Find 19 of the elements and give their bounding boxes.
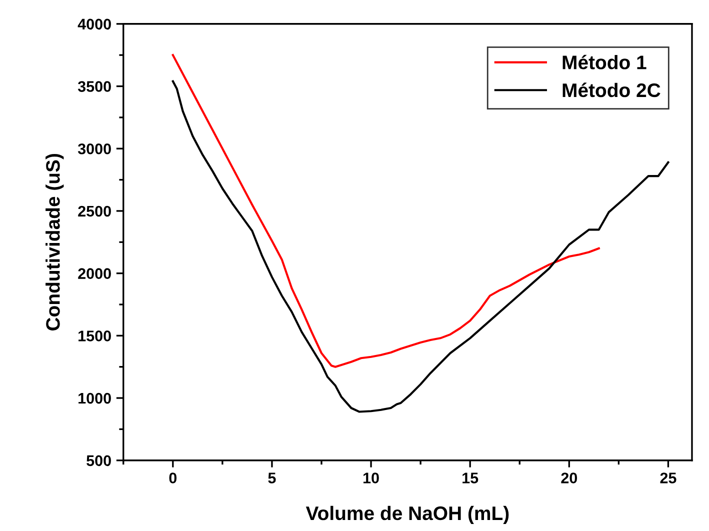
x-tick-label: 10 <box>363 472 379 484</box>
x-tick-label: 0 <box>169 472 177 484</box>
y-axis-title: Condutividade (uS) <box>46 154 64 330</box>
x-tick-label: 20 <box>561 472 578 484</box>
y-tick-label: 1500 <box>78 330 111 342</box>
x-axis-title: Volume de NaOH (mL) <box>306 506 509 524</box>
y-tick-label: 4000 <box>78 18 111 30</box>
x-tick-label: 25 <box>660 472 676 484</box>
legend-label: Método 1 <box>562 54 646 70</box>
legend-label: Método 2C <box>562 82 660 98</box>
line-series <box>172 80 670 413</box>
y-tick-label: 1000 <box>78 392 111 404</box>
y-tick-label: 3000 <box>78 143 111 154</box>
y-tick-label: 3500 <box>78 81 111 92</box>
y-tick-label: 2500 <box>78 206 111 217</box>
y-tick-label: 2000 <box>78 268 111 279</box>
x-tick-label: 15 <box>462 472 478 484</box>
x-tick-label: 5 <box>268 472 276 484</box>
y-tick-label: 500 <box>86 455 111 466</box>
